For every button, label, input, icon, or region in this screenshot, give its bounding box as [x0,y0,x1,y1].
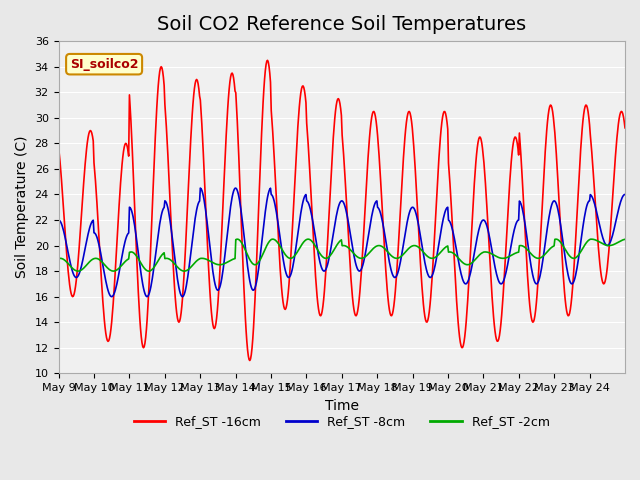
Ref_ST -16cm [254,224,262,230]
Ref_ST -2cm [402,249,410,255]
Text: SI_soilco2: SI_soilco2 [70,58,138,71]
Ref_ST -16cm [276,265,284,271]
X-axis label: Time: Time [324,398,359,413]
Ref_ST -8cm [196,185,204,191]
Ref_ST -2cm [276,243,284,249]
Ref_ST -16cm [246,358,253,363]
Ref_ST -16cm [402,126,410,132]
Ref_ST -8cm [227,204,234,209]
Ref_ST -2cm [269,236,276,242]
Ref_ST -8cm [122,236,129,242]
Ref_ST -16cm [121,142,129,147]
Ref_ST -8cm [108,294,116,300]
Ref_ST -2cm [54,256,62,262]
Ref_ST -8cm [276,235,284,241]
Ref_ST -2cm [433,253,441,259]
Ref_ST -8cm [54,217,62,223]
Ref_ST -16cm [433,180,441,186]
Title: Soil CO2 Reference Soil Temperatures: Soil CO2 Reference Soil Temperatures [157,15,526,34]
Legend: Ref_ST -16cm, Ref_ST -8cm, Ref_ST -2cm: Ref_ST -16cm, Ref_ST -8cm, Ref_ST -2cm [129,410,555,433]
Ref_ST -2cm [254,260,262,266]
Y-axis label: Soil Temperature (C): Soil Temperature (C) [15,136,29,278]
Ref_ST -16cm [225,86,233,92]
Ref_ST -16cm [54,144,62,149]
Ref_ST -2cm [121,259,129,264]
Ref_ST -8cm [402,228,410,233]
Ref_ST -8cm [255,265,262,271]
Ref_ST -2cm [621,237,629,242]
Line: Ref_ST -8cm: Ref_ST -8cm [58,188,625,297]
Ref_ST -16cm [621,125,629,131]
Line: Ref_ST -2cm: Ref_ST -2cm [58,239,625,271]
Line: Ref_ST -16cm: Ref_ST -16cm [58,60,625,360]
Ref_ST -16cm [264,58,271,63]
Ref_ST -8cm [621,192,629,197]
Ref_ST -2cm [226,258,234,264]
Ref_ST -8cm [433,250,441,256]
Ref_ST -2cm [180,268,188,274]
